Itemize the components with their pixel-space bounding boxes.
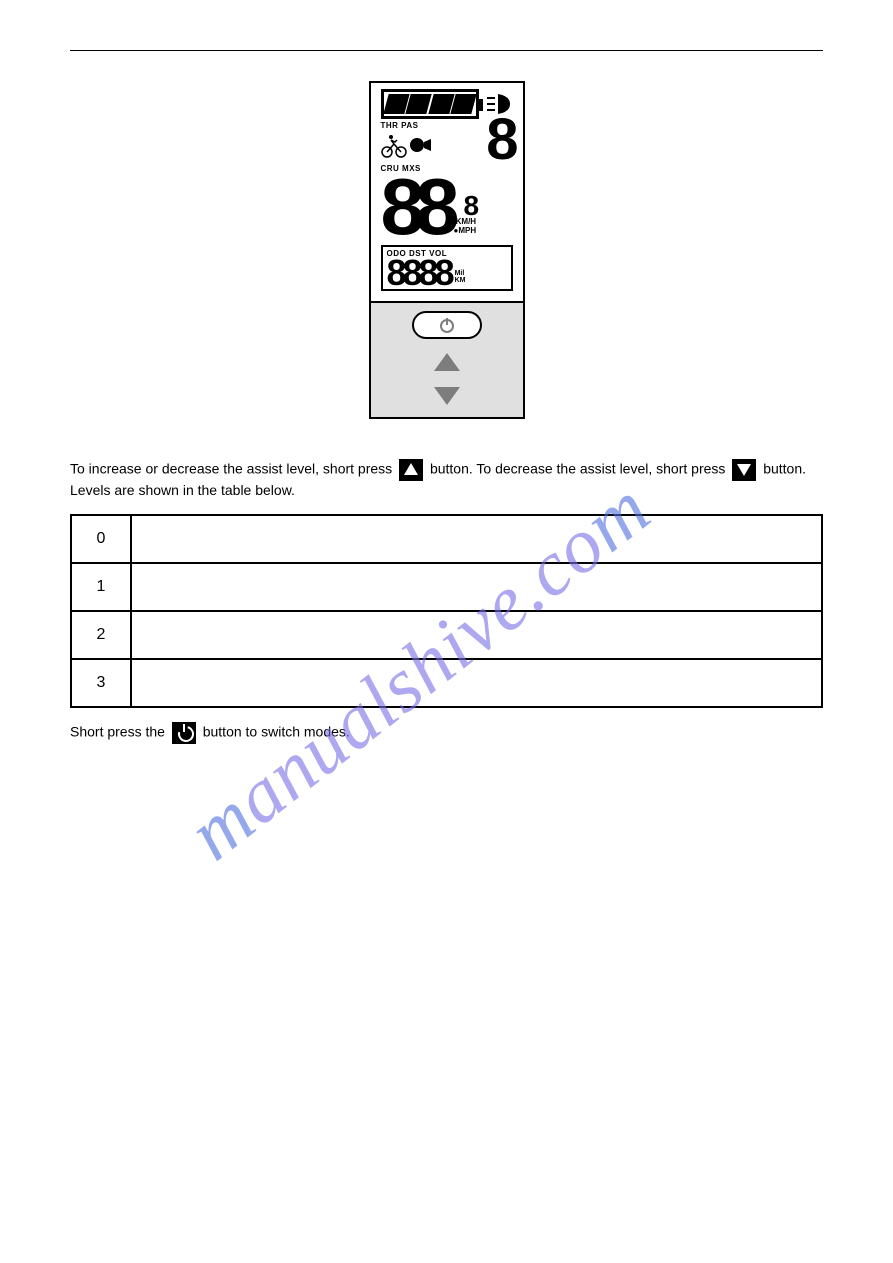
down-icon-inline [732,459,756,481]
speed-main-digits: 88 [381,173,450,241]
mph-label: ●MPH [453,227,476,236]
table-row: 3 [71,659,822,707]
up-button[interactable] [434,353,460,371]
battery-icon [381,89,479,119]
km-label: KM [455,277,466,285]
mil-label: Mil [455,270,466,278]
body-text-1: To increase or decrease the assist level… [70,459,823,500]
level-table: 0 1 2 3 [70,514,823,708]
intro-text-b: button. To decrease the assist level, sh… [430,461,729,477]
table-row: 1 [71,563,822,611]
cyclist-icon [381,132,407,158]
footer-text-a: Short press the [70,723,169,739]
footer-text-b: button to switch modes. [203,723,350,739]
power-button[interactable] [412,311,482,339]
table-row: 2 [71,611,822,659]
top-divider [70,50,823,51]
thr-pas-label: THR PAS [381,121,487,130]
down-button[interactable] [434,387,460,405]
assist-level-digit: 8 [486,115,512,164]
speed-sub-digit: 8 [464,194,477,218]
rec-icon [409,137,431,153]
power-icon [438,316,456,334]
intro-text-a: To increase or decrease the assist level… [70,461,396,477]
body-text-2: Short press the button to switch modes. [70,722,823,744]
lcd-device: THR PAS [369,81,525,419]
power-icon-inline [172,722,196,744]
table-row: 0 [71,515,822,563]
odo-digits: 8888 [387,258,451,289]
up-icon-inline [399,459,423,481]
